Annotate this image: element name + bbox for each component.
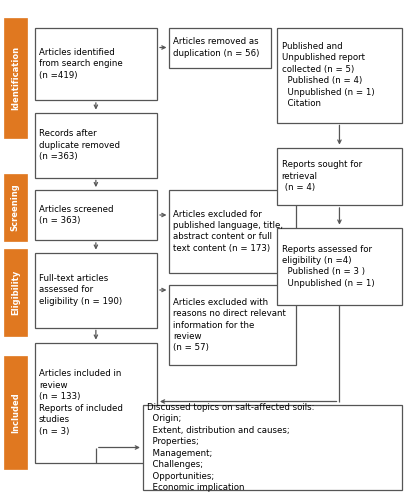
Text: Articles included in
review
(n = 133)
Reports of included
studies
(n = 3): Articles included in review (n = 133) Re… (39, 370, 123, 436)
Text: Articles identified
from search engine
(n =419): Articles identified from search engine (… (39, 48, 122, 80)
Text: Reports sought for
retrieval
 (n = 4): Reports sought for retrieval (n = 4) (282, 160, 361, 192)
Bar (4, 174, 27, 242)
Bar (277, 148, 402, 205)
Bar (277, 228, 402, 305)
Text: Full-text articles
assessed for
eligibility (n = 190): Full-text articles assessed for eligibil… (39, 274, 122, 306)
Text: Articles removed as
duplication (n = 56): Articles removed as duplication (n = 56) (173, 38, 260, 58)
Bar (35, 190, 157, 240)
Bar (169, 285, 296, 365)
Bar (35, 112, 157, 178)
Bar (35, 252, 157, 328)
Text: Articles excluded with
reasons no direct relevant
information for the
review
(n : Articles excluded with reasons no direct… (173, 298, 286, 352)
Bar (4, 249, 27, 336)
Text: Articles excluded for
published language, title,
abstract content or full
text c: Articles excluded for published language… (173, 210, 284, 253)
Text: Records after
duplicate removed
(n =363): Records after duplicate removed (n =363) (39, 129, 120, 161)
Bar (4, 356, 27, 469)
Bar (35, 28, 157, 100)
Bar (169, 28, 271, 68)
Bar (277, 28, 402, 122)
Text: Eligibility: Eligibility (11, 270, 20, 315)
Bar (35, 342, 157, 462)
Text: Articles screened
(n = 363): Articles screened (n = 363) (39, 205, 113, 225)
Bar (4, 18, 27, 138)
Text: Included: Included (11, 392, 20, 433)
Text: Identification: Identification (11, 46, 20, 110)
Text: Published and
Unpublished report
collected (n = 5)
  Published (n = 4)
  Unpubli: Published and Unpublished report collect… (282, 42, 374, 108)
Text: Reports assessed for
eligibility (n =4)
  Published (n = 3 )
  Unpublished (n = : Reports assessed for eligibility (n =4) … (282, 244, 374, 288)
Text: Screening: Screening (11, 184, 20, 232)
Text: Discussed topics on salt-affected soils:
  Origin;
  Extent, distribution and ca: Discussed topics on salt-affected soils:… (147, 403, 315, 492)
Bar (143, 405, 402, 490)
Bar (169, 190, 296, 272)
